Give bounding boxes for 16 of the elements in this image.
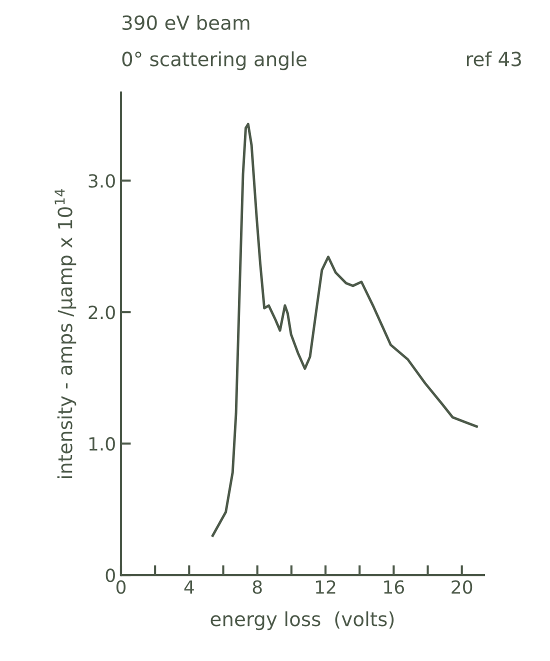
- x-axis-title: energy loss (volts): [210, 611, 394, 630]
- y-tick-label: 1.0: [89, 437, 115, 451]
- x-tick-label: 8: [252, 580, 262, 594]
- text: 0° scattering angle: [122, 51, 306, 70]
- x-tick-label: 4: [184, 580, 194, 594]
- y-tick-label: 2.0: [88, 306, 115, 320]
- x-tick-label: 20: [452, 580, 472, 594]
- x-tick-label: 0: [116, 580, 126, 594]
- text: ref 43: [466, 51, 521, 66]
- y-axis-title: intensity - amps /μamp x 10$^{14}$: [54, 189, 76, 478]
- x-tick-label: 16: [384, 580, 404, 594]
- y-tick-label: 0: [106, 568, 115, 582]
- x-tick-label: 12: [316, 580, 336, 594]
- y-tick-label: 3.0: [88, 174, 115, 188]
- text: 390 eV beam: [122, 14, 250, 30]
- line-series: [211, 122, 478, 537]
